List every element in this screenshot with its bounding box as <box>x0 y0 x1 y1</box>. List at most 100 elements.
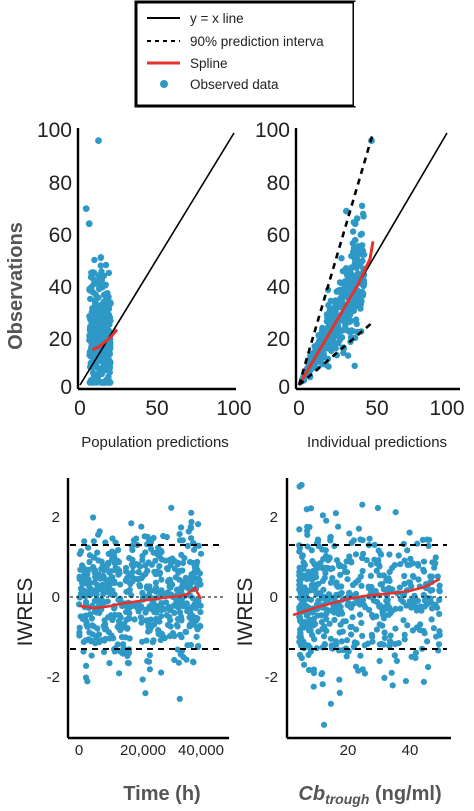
residual-point <box>151 608 158 616</box>
residual-point <box>83 662 90 670</box>
residual-point <box>76 629 83 636</box>
residual-point <box>176 609 184 616</box>
residual-point <box>77 585 85 592</box>
observed-point <box>345 273 353 280</box>
residual-point <box>193 614 200 622</box>
observed-point <box>348 327 355 334</box>
observed-point <box>104 318 111 325</box>
residual-point <box>166 613 173 621</box>
residual-point <box>136 581 143 589</box>
residual-point <box>186 609 193 616</box>
residual-point <box>374 598 381 606</box>
residual-point <box>138 619 145 626</box>
observed-point <box>338 255 345 262</box>
residual-point <box>326 555 333 562</box>
residual-point <box>160 532 167 540</box>
residual-point <box>363 557 370 564</box>
residual-point <box>142 609 149 616</box>
residual-point <box>432 554 439 561</box>
observed-point <box>340 293 348 300</box>
residual-point <box>90 538 97 545</box>
residual-point <box>408 604 415 611</box>
individual-predictions-panel: 100 80 60 40 20 0 0 50 100 Individual pr… <box>255 119 465 451</box>
residual-point <box>303 622 311 629</box>
residual-point <box>346 553 353 560</box>
residual-point <box>399 598 407 605</box>
residual-point <box>82 674 90 681</box>
residual-point <box>158 669 165 676</box>
observed-point <box>354 257 361 265</box>
residual-point <box>89 622 96 629</box>
residual-point <box>143 637 150 644</box>
observed-point <box>97 262 105 269</box>
residual-point <box>431 564 438 571</box>
residual-point <box>322 547 329 554</box>
residual-point <box>404 622 411 629</box>
residual-point <box>307 627 314 634</box>
residual-point <box>118 634 126 641</box>
observed-point <box>336 336 344 344</box>
observed-point <box>359 210 367 218</box>
residual-point <box>188 535 195 542</box>
observed-point <box>90 275 97 283</box>
legend-clip <box>354 2 360 106</box>
residual-point <box>335 605 342 612</box>
observed-point <box>350 244 358 252</box>
residual-point <box>327 579 334 586</box>
residual-point <box>345 599 352 607</box>
residual-point <box>348 604 355 611</box>
observed-point <box>351 237 359 244</box>
residual-point <box>193 633 200 640</box>
legend-label-identity: y = x line <box>190 11 244 26</box>
residual-point <box>177 651 184 658</box>
population-spline <box>91 328 119 352</box>
legend-label-spline: Spline <box>190 56 228 71</box>
residual-point <box>432 601 439 608</box>
residual-point <box>100 586 107 593</box>
residual-spline <box>292 577 441 617</box>
residual-point <box>420 678 427 686</box>
observed-point <box>344 352 352 359</box>
residual-point <box>142 562 149 569</box>
residual-point <box>159 590 166 597</box>
observed-point <box>103 332 110 339</box>
observed-point <box>322 326 330 333</box>
residual-point <box>178 586 185 594</box>
residual-point <box>305 568 312 575</box>
residual-point <box>176 695 183 703</box>
iwres-cb-ytick-neg2: -2 <box>265 669 278 686</box>
residual-point <box>126 586 133 593</box>
cb-label: Cb <box>298 783 325 805</box>
residual-point <box>145 619 152 626</box>
residual-point <box>103 563 110 571</box>
residual-point <box>308 547 315 554</box>
residual-point <box>320 586 327 593</box>
observed-point <box>89 319 97 326</box>
residual-point <box>195 642 202 650</box>
observed-point <box>335 287 342 294</box>
observed-point-outlier <box>351 220 359 228</box>
residual-point <box>397 561 404 568</box>
residual-point <box>380 572 387 579</box>
observed-point-outlier <box>95 137 102 145</box>
observed-point <box>89 269 97 276</box>
residual-point <box>357 536 364 543</box>
observed-point <box>342 323 349 331</box>
population-predictions-panel: 100 80 60 40 20 0 0 50 100 Population pr… <box>5 119 252 451</box>
residual-point <box>105 629 112 636</box>
iwres-time-xtick-40000: 40,000 <box>178 742 224 759</box>
residual-point <box>320 721 328 728</box>
observed-point <box>89 377 97 384</box>
iwres-cb-ytick-0: 0 <box>270 589 278 606</box>
residual-point <box>133 561 140 568</box>
residual-point <box>304 576 311 583</box>
iwres-time-panel: 2 0 -2 0 20,000 40,000 Time (h) IWRES <box>14 478 229 805</box>
residual-point <box>380 604 388 611</box>
residual-point <box>323 615 330 623</box>
residual-point <box>173 602 180 610</box>
residual-point <box>327 700 334 707</box>
population-ytick-20: 20 <box>49 328 72 351</box>
iwres-time-y-title: IWRES <box>14 578 37 647</box>
observed-point <box>357 305 364 312</box>
residual-point <box>421 597 428 604</box>
